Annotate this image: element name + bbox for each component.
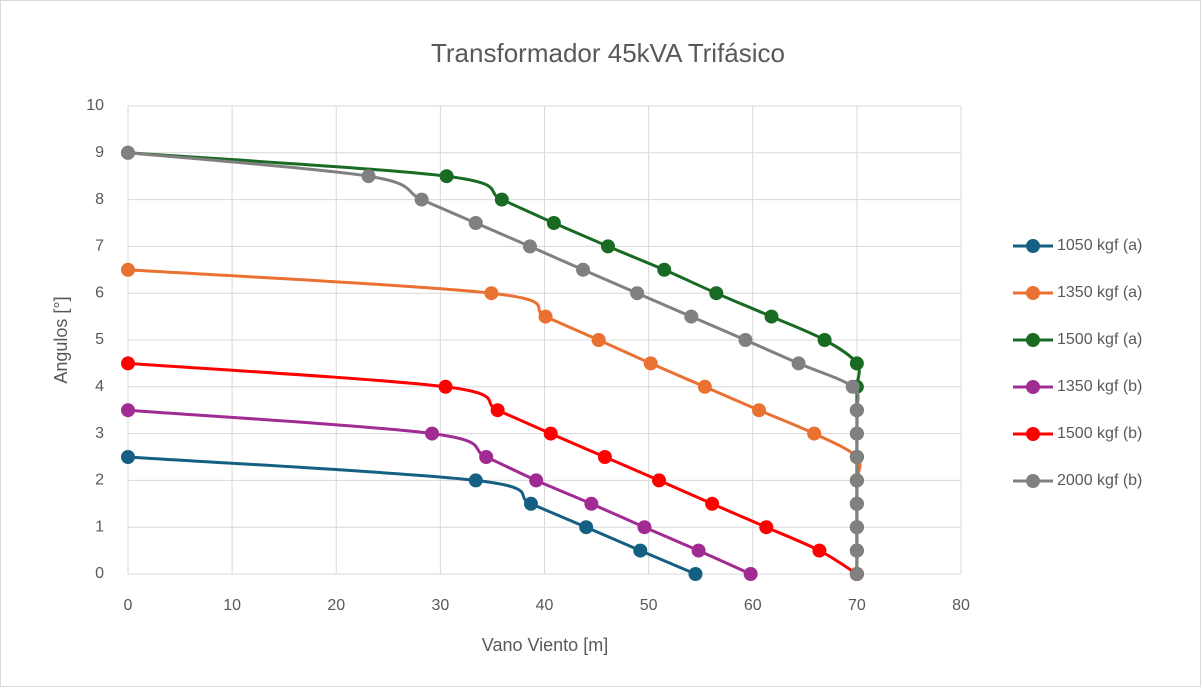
marker — [633, 543, 648, 558]
marker — [468, 473, 483, 488]
y-tick-label: 2 — [95, 472, 104, 489]
marker — [121, 145, 135, 160]
y-tick-label: 10 — [86, 97, 104, 114]
marker — [121, 356, 135, 371]
marker — [522, 239, 537, 254]
marker — [849, 403, 864, 418]
legend-marker — [1026, 286, 1040, 300]
x-tick-label: 70 — [848, 597, 866, 614]
y-tick-label: 1 — [95, 518, 104, 535]
legend-marker — [1026, 380, 1040, 394]
y-tick-label: 5 — [95, 331, 104, 348]
x-tick-label: 80 — [952, 597, 970, 614]
marker — [791, 356, 806, 371]
marker — [597, 450, 612, 464]
marker — [484, 286, 499, 301]
x-tick-label: 30 — [431, 597, 449, 614]
marker — [845, 379, 860, 394]
marker — [807, 426, 822, 441]
x-tick-label: 20 — [327, 597, 345, 614]
x-tick-label: 50 — [640, 597, 658, 614]
marker — [697, 379, 712, 394]
marker — [584, 496, 599, 511]
marker — [849, 496, 864, 511]
marker — [121, 262, 135, 277]
marker — [643, 356, 658, 371]
marker — [849, 473, 864, 488]
marker — [709, 286, 724, 301]
y-tick-label: 0 — [95, 565, 104, 582]
marker — [684, 309, 699, 324]
marker — [361, 169, 376, 184]
marker — [630, 286, 645, 301]
marker — [751, 403, 766, 418]
marker — [546, 216, 561, 230]
marker — [591, 333, 606, 347]
marker — [817, 333, 832, 347]
marker — [425, 426, 440, 441]
marker — [705, 496, 720, 511]
marker — [543, 426, 558, 441]
marker — [849, 567, 864, 581]
y-tick-label: 6 — [95, 284, 104, 301]
marker — [601, 239, 616, 254]
marker — [849, 426, 864, 441]
x-tick-label: 40 — [536, 597, 554, 614]
y-tick-label: 3 — [95, 425, 104, 442]
x-tick-label: 60 — [744, 597, 762, 614]
legend-label: 1350 kgf (a) — [1057, 284, 1142, 301]
x-tick-label: 10 — [223, 597, 241, 614]
y-tick-label: 7 — [95, 238, 104, 255]
marker — [764, 309, 779, 324]
marker — [121, 403, 135, 418]
legend-marker — [1026, 474, 1040, 488]
legend-marker — [1026, 239, 1040, 253]
marker — [479, 450, 494, 464]
marker — [576, 262, 591, 277]
marker — [494, 192, 509, 207]
legend-marker — [1026, 333, 1040, 347]
marker — [579, 520, 594, 535]
marker — [812, 543, 827, 558]
y-tick-label: 4 — [95, 378, 104, 395]
marker — [439, 169, 454, 184]
marker — [490, 403, 505, 418]
chart-title: Transformador 45kVA Trifásico — [431, 38, 785, 68]
marker — [414, 192, 429, 207]
marker — [849, 543, 864, 558]
legend-label: 2000 kgf (b) — [1057, 472, 1142, 489]
marker — [657, 262, 672, 277]
marker — [652, 473, 667, 488]
marker — [688, 567, 703, 581]
marker — [759, 520, 774, 535]
marker — [738, 333, 753, 347]
marker — [691, 543, 706, 558]
legend-label: 1350 kgf (b) — [1057, 378, 1142, 395]
marker — [468, 216, 483, 230]
legend-label: 1500 kgf (a) — [1057, 331, 1142, 348]
marker — [538, 309, 553, 324]
marker — [743, 567, 758, 581]
legend-label: 1050 kgf (a) — [1057, 237, 1142, 254]
marker — [849, 520, 864, 535]
marker — [637, 520, 652, 535]
marker — [523, 496, 538, 511]
y-tick-label: 9 — [95, 144, 104, 161]
marker — [849, 356, 864, 371]
y-axis-label: Angulos [°] — [51, 296, 71, 383]
marker — [529, 473, 544, 488]
x-tick-label: 0 — [124, 597, 133, 614]
marker — [438, 379, 453, 394]
x-axis-label: Vano Viento [m] — [482, 635, 608, 655]
legend-marker — [1026, 427, 1040, 441]
marker — [121, 450, 135, 464]
legend-label: 1500 kgf (b) — [1057, 425, 1142, 442]
y-tick-label: 8 — [95, 191, 104, 208]
marker — [849, 450, 864, 464]
